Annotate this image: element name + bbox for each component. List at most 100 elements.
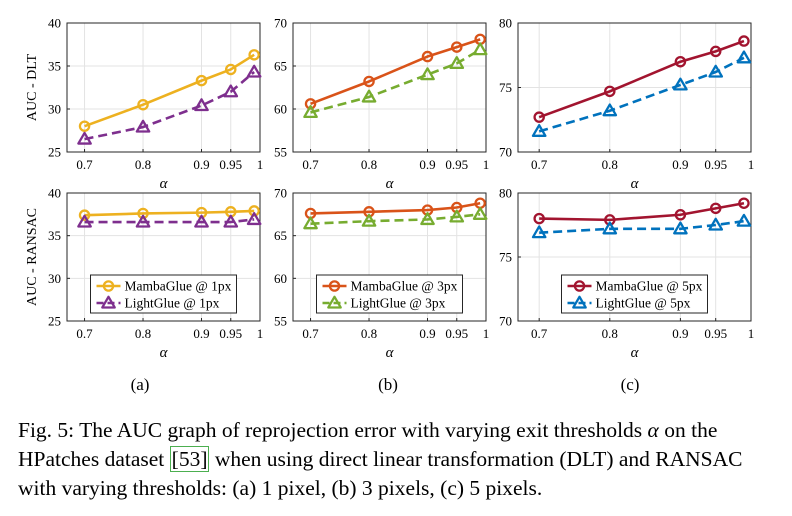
data-point-marker [451, 41, 463, 53]
legend-entry: LightGlue @ 1px [125, 296, 220, 311]
data-point-marker [736, 213, 752, 227]
data-point-marker [248, 49, 260, 61]
x-axis-label: α [631, 345, 640, 361]
y-axis-label: AUC - DLT [25, 53, 40, 121]
panel-c-dlt: 0.7 0.8 0.9 0.95 1 70 75 80 α [499, 16, 754, 193]
series-line [538, 56, 745, 133]
series-mambaglue [78, 205, 260, 221]
legend-swatch-marker [572, 295, 587, 309]
subfigure-label: (b) [378, 375, 398, 394]
x-tick-label: 1 [748, 157, 755, 172]
legend-entry: MambaGlue @ 1px [125, 279, 232, 294]
caption-alpha: α [647, 418, 659, 442]
y-tick-label: 35 [48, 228, 61, 243]
data-point-marker [223, 214, 239, 228]
x-tick-label: 1 [257, 326, 264, 341]
panel-a-dlt: 0.7 0.8 0.9 0.95 1 25 30 35 40 α AUC - DLT [25, 16, 263, 193]
series-lightglue [303, 42, 488, 119]
data-point-marker [361, 213, 377, 227]
subfigure-label: (a) [131, 375, 150, 394]
data-point-marker [223, 84, 239, 98]
x-tick-label: 0.7 [531, 157, 548, 172]
x-tick-label: 0.95 [704, 157, 727, 172]
x-tick-label: 0.95 [445, 157, 468, 172]
caption-suffix: when using direct linear transformation … [18, 447, 743, 500]
data-point-marker [137, 98, 149, 111]
series-mambaglue [533, 35, 750, 123]
legend-swatch-marker [327, 295, 342, 309]
axes-frame [292, 22, 487, 153]
series-line [538, 39, 745, 119]
caption-middle: on the HPatches dataset [18, 418, 718, 471]
panel-b-ransac: 0.7 0.8 0.9 0.95 1 55 60 65 70 α MambaGlue @ 3px Li… [274, 186, 489, 362]
x-tick-label: 0.7 [76, 326, 93, 341]
data-point-marker [708, 217, 724, 231]
x-tick-label: 1 [483, 157, 490, 172]
data-point-marker [602, 221, 618, 235]
series-line [84, 209, 255, 217]
y-tick-label: 75 [499, 80, 512, 95]
data-point-marker [604, 85, 616, 98]
series-lightglue [77, 64, 262, 145]
series-line [84, 71, 255, 141]
figure-caption: Fig. 5: The AUC graph of reprojection er… [18, 416, 778, 503]
y-tick-label: 75 [499, 250, 512, 265]
x-tick-label: 0.9 [672, 326, 688, 341]
y-axis-label: AUC - RANSAC [25, 208, 40, 306]
x-tick-label: 1 [483, 326, 490, 341]
data-point-marker [420, 67, 435, 81]
x-tick-label: 0.8 [135, 157, 151, 172]
series-lightglue [77, 212, 262, 228]
x-axis-label: α [631, 176, 640, 192]
series-line [539, 201, 745, 222]
x-axis-label: α [160, 345, 169, 361]
data-point-marker [135, 119, 151, 133]
y-tick-label: 30 [48, 271, 61, 286]
data-point-marker [225, 63, 237, 76]
x-tick-label: 0.9 [193, 326, 209, 341]
citation-link[interactable]: [53] [169, 446, 210, 472]
x-tick-label: 0.7 [302, 157, 319, 172]
x-tick-label: 0.8 [602, 157, 618, 172]
x-tick-label: 0.95 [219, 326, 242, 341]
x-tick-label: 1 [748, 326, 755, 341]
data-point-marker [77, 214, 92, 228]
x-tick-label: 0.95 [445, 326, 468, 341]
data-point-marker [531, 124, 547, 137]
data-point-marker [78, 209, 91, 221]
data-point-marker [709, 45, 722, 58]
y-tick-label: 70 [499, 314, 512, 329]
data-point-marker [363, 75, 375, 88]
data-point-marker [194, 214, 209, 228]
x-tick-label: 0.8 [361, 157, 377, 172]
panel-c-ransac: 0.7 0.8 0.9 0.95 1 70 75 80 α MambaGlue @ 5px Ligh… [499, 186, 754, 362]
y-tick-label: 25 [48, 145, 61, 160]
x-axis-label: α [386, 345, 395, 361]
data-point-marker [533, 212, 545, 225]
data-point-marker [709, 202, 722, 215]
data-point-marker [738, 35, 750, 47]
series-mambaglue [304, 197, 486, 220]
data-point-marker [421, 50, 434, 63]
y-tick-label: 40 [48, 186, 61, 201]
y-tick-label: 55 [274, 314, 287, 329]
y-tick-label: 65 [274, 59, 287, 74]
series-line [539, 219, 745, 234]
data-point-marker [449, 56, 465, 70]
y-tick-label: 60 [274, 102, 287, 117]
data-point-marker [420, 212, 435, 226]
y-tick-label: 70 [499, 145, 512, 160]
y-tick-label: 70 [274, 186, 287, 201]
series-line [310, 201, 481, 215]
legend-entry: MambaGlue @ 3px [351, 279, 458, 294]
subfigure-label: (c) [621, 375, 640, 394]
data-point-marker [246, 212, 262, 226]
x-tick-label: 0.7 [531, 326, 548, 341]
data-point-marker [674, 55, 687, 68]
series-mambaglue [78, 49, 260, 132]
y-tick-label: 65 [274, 228, 287, 243]
data-point-marker [673, 77, 688, 91]
legend-entry: LightGlue @ 5px [596, 296, 691, 311]
series-line [310, 213, 481, 226]
